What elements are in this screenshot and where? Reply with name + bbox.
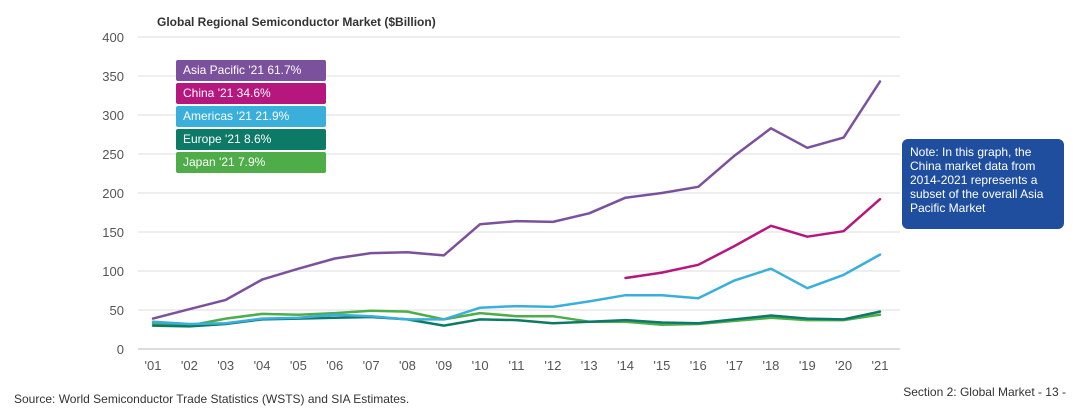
x-tick-label: '16 bbox=[690, 358, 707, 373]
legend-asia-pacific: Asia Pacific '21 61.7% bbox=[176, 60, 326, 81]
x-tick-label: '01 bbox=[145, 358, 162, 373]
source-text: Source: World Semiconductor Trade Statis… bbox=[14, 392, 410, 406]
legend-europe: Europe '21 8.6% bbox=[176, 129, 326, 150]
series-line-japan bbox=[151, 309, 882, 327]
x-tick-label: '20 bbox=[835, 358, 852, 373]
x-tick-label: '13 bbox=[581, 358, 598, 373]
x-tick-label: '21 bbox=[872, 358, 889, 373]
x-tick-label: '07 bbox=[363, 358, 380, 373]
y-tick-label: 400 bbox=[102, 30, 124, 45]
series-line-china bbox=[624, 197, 882, 280]
x-tick-label: '15 bbox=[653, 358, 670, 373]
x-tick-label: '11 bbox=[509, 358, 525, 373]
x-tick-label: '09 bbox=[435, 358, 452, 373]
note-callout: Note: In this graph, the China market da… bbox=[902, 139, 1064, 229]
y-tick-label: 150 bbox=[102, 225, 124, 240]
y-tick-label: 350 bbox=[102, 69, 124, 84]
series-line-asia-pacific bbox=[151, 80, 882, 320]
x-tick-label: '05 bbox=[290, 358, 307, 373]
y-tick-label: 200 bbox=[102, 186, 124, 201]
legend-americas: Americas '21 21.9% bbox=[176, 106, 326, 127]
x-tick-labels: '01 '02 '03 '04 '05 '06 '07 '08 '09 '10 '11 '12 '13 '… bbox=[145, 358, 889, 373]
x-tick-label: '18 bbox=[762, 358, 779, 373]
legend-japan: Japan '21 7.9% bbox=[176, 152, 326, 173]
x-tick-label: '03 bbox=[217, 358, 234, 373]
x-tick-label: '04 bbox=[254, 358, 271, 373]
y-tick-label: 250 bbox=[102, 147, 124, 162]
x-tick-label: '17 bbox=[726, 358, 743, 373]
x-tick-label: '10 bbox=[472, 358, 489, 373]
y-tick-label: 50 bbox=[110, 303, 124, 318]
x-tick-label: '14 bbox=[617, 358, 634, 373]
page-footer: Section 2: Global Market - 13 - bbox=[903, 385, 1066, 399]
legend-china: China '21 34.6% bbox=[176, 83, 326, 104]
x-tick-label: '19 bbox=[799, 358, 816, 373]
y-tick-labels: 0 50 100 150 200 250 300 350 400 bbox=[102, 30, 124, 357]
series-line-americas bbox=[151, 253, 882, 326]
x-tick-label: '06 bbox=[326, 358, 343, 373]
x-tick-label: '08 bbox=[399, 358, 416, 373]
y-tick-label: 100 bbox=[102, 264, 124, 279]
y-tick-label: 300 bbox=[102, 108, 124, 123]
series-lines bbox=[151, 80, 882, 328]
chart-title: Global Regional Semiconductor Market ($B… bbox=[157, 15, 436, 29]
y-tick-label: 0 bbox=[117, 342, 124, 357]
x-tick-label: '12 bbox=[544, 358, 561, 373]
x-tick-label: '02 bbox=[181, 358, 198, 373]
